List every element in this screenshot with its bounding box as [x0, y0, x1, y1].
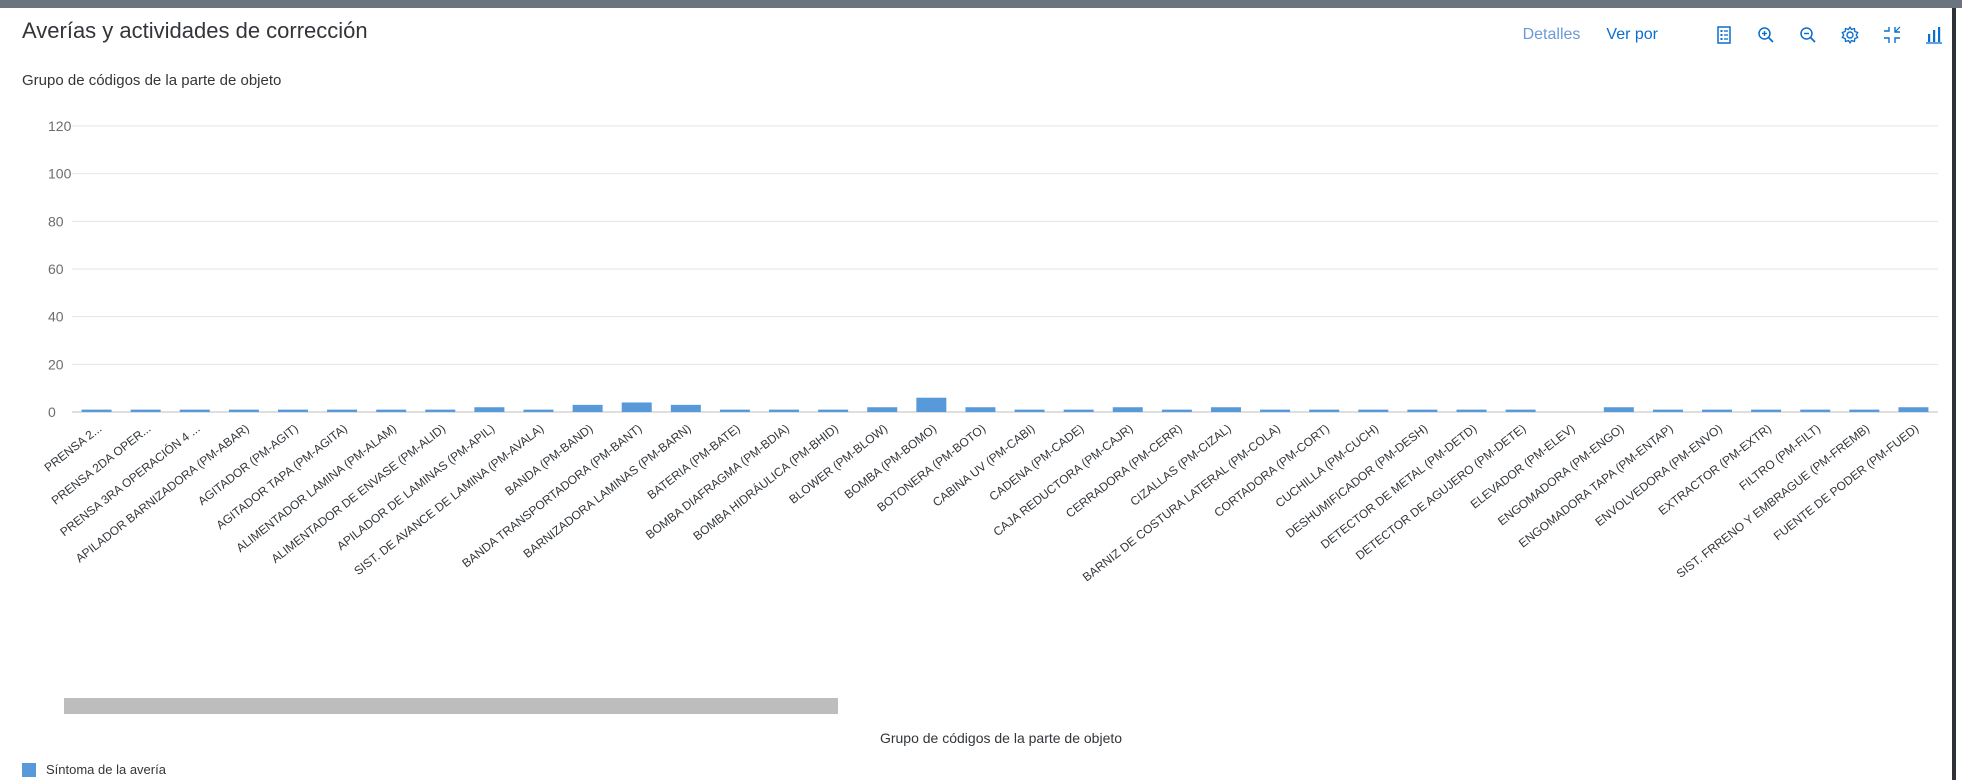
chart-title: Grupo de códigos de la parte de objeto [22, 72, 282, 89]
window-top-strip [0, 0, 1962, 8]
y-tick-label: 80 [48, 213, 64, 229]
bar[interactable] [719, 409, 750, 412]
bar[interactable] [1456, 409, 1487, 412]
bar[interactable] [425, 409, 456, 412]
card-title: Averías y actividades de corrección [22, 18, 368, 43]
bar[interactable] [474, 407, 505, 412]
bar[interactable] [1652, 409, 1683, 412]
bar[interactable] [1603, 407, 1634, 412]
chart-scrollbar[interactable] [64, 698, 838, 714]
x-tick-label: APILADOR BARNIZADORA (PM-ABAR) [73, 421, 252, 565]
y-tick-label: 60 [48, 261, 64, 277]
bar[interactable] [81, 409, 112, 412]
bar[interactable] [1063, 409, 1094, 412]
x-axis-title: Grupo de códigos de la parte de objeto [879, 730, 1123, 746]
y-tick-label: 20 [48, 356, 64, 372]
bar[interactable] [228, 409, 259, 412]
details-button[interactable]: Detalles [1522, 26, 1581, 43]
zoom-in-icon[interactable] [1756, 25, 1776, 45]
bar[interactable] [376, 409, 407, 412]
bar[interactable] [1800, 409, 1831, 412]
bar[interactable] [523, 409, 554, 412]
bar[interactable] [1751, 409, 1782, 412]
bar[interactable] [1014, 409, 1045, 412]
y-tick-label: 120 [48, 118, 72, 134]
bar[interactable] [572, 404, 603, 412]
x-tick-label: ALIMENTADOR DE ENVASE (PM-ALID) [269, 421, 449, 566]
legend: Síntoma de la avería [22, 762, 166, 777]
legend-label[interactable]: Síntoma de la avería [46, 762, 166, 777]
fullscreen-exit-icon[interactable] [1882, 25, 1902, 45]
bar[interactable] [179, 409, 210, 412]
bar[interactable] [130, 409, 161, 412]
x-tick-label: BOMBA (PM-BOMO) [842, 421, 939, 501]
legend-swatch [22, 762, 36, 777]
bar[interactable] [1505, 409, 1536, 412]
bar[interactable] [1358, 409, 1389, 412]
bar[interactable] [1407, 409, 1438, 412]
settings-icon[interactable] [1840, 25, 1860, 45]
view-by-button[interactable]: Ver por [1606, 26, 1658, 43]
bar[interactable] [621, 402, 652, 412]
x-tick-label: BANDA (PM-BAND) [502, 421, 595, 498]
bar-chart-icon[interactable] [1924, 25, 1944, 45]
bar[interactable] [769, 409, 800, 412]
x-tick-label: FILTRO (PM-FILT) [1737, 421, 1824, 493]
y-tick-label: 100 [48, 166, 72, 182]
y-tick-label: 40 [48, 309, 64, 325]
bar[interactable] [818, 409, 849, 412]
bar[interactable] [867, 407, 898, 412]
bar[interactable] [1161, 409, 1192, 412]
bar[interactable] [965, 407, 996, 412]
chart-toolbar: Detalles Ver por [1523, 22, 1944, 48]
zoom-out-icon[interactable] [1798, 25, 1818, 45]
bar[interactable] [1260, 409, 1291, 412]
bar[interactable] [277, 409, 308, 412]
chart-card [8, 8, 1956, 780]
bar[interactable] [1112, 407, 1143, 412]
bar[interactable] [1309, 409, 1340, 412]
bar[interactable] [1898, 407, 1929, 412]
legend-icon[interactable] [1714, 25, 1734, 45]
bar[interactable] [1210, 407, 1241, 412]
y-tick-label: 0 [48, 404, 56, 420]
bar[interactable] [1849, 409, 1880, 412]
bar[interactable] [916, 397, 947, 412]
bar[interactable] [1702, 409, 1733, 412]
x-tick-label: BANDA TRANSPORTADORA (PM-BANT) [459, 421, 644, 570]
bar[interactable] [670, 404, 701, 412]
bar[interactable] [327, 409, 358, 412]
